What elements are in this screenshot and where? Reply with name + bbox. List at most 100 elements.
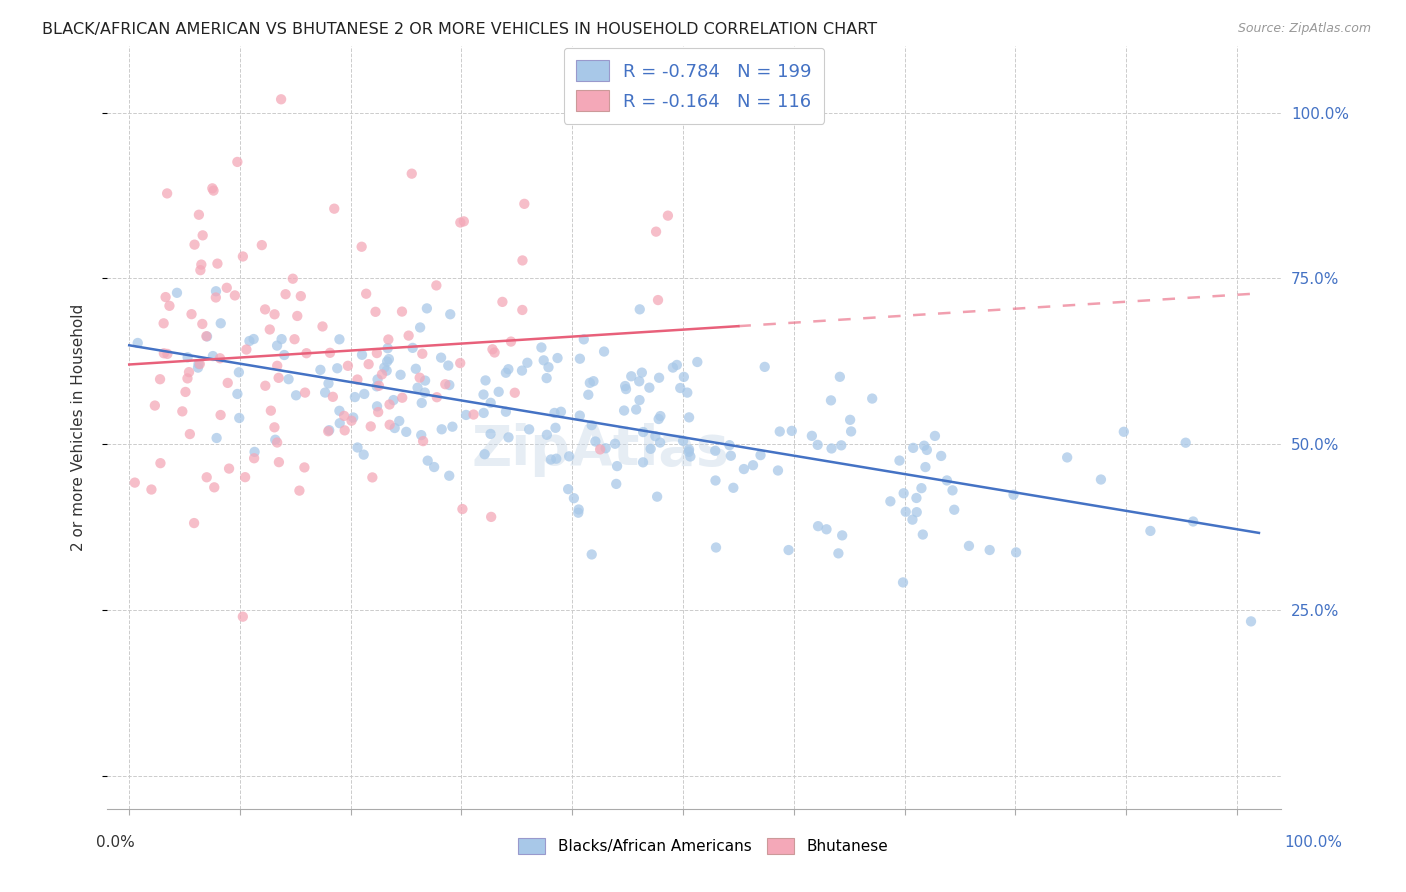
- Point: [453, 214, 475, 228]
- Point: [328, 404, 350, 418]
- Point: [423, 460, 446, 475]
- Point: [579, 376, 602, 390]
- Point: [860, 392, 883, 406]
- Point: [366, 346, 388, 360]
- Point: [378, 352, 401, 367]
- Point: [613, 403, 636, 417]
- Point: [657, 209, 679, 223]
- Point: [562, 491, 585, 506]
- Point: [831, 528, 853, 542]
- Point: [205, 285, 228, 299]
- Point: [391, 304, 413, 318]
- Point: [360, 419, 382, 434]
- Point: [533, 353, 555, 368]
- Point: [678, 445, 700, 459]
- Point: [839, 413, 862, 427]
- Point: [537, 360, 560, 375]
- Point: [495, 405, 517, 419]
- Point: [589, 442, 612, 457]
- Point: [152, 316, 174, 330]
- Point: [329, 416, 352, 430]
- Point: [510, 363, 533, 377]
- Point: [127, 335, 149, 350]
- Point: [294, 460, 316, 475]
- Text: BLACK/AFRICAN AMERICAN VS BHUTANESE 2 OR MORE VEHICLES IN HOUSEHOLD CORRELATION : BLACK/AFRICAN AMERICAN VS BHUTANESE 2 OR…: [42, 22, 877, 37]
- Point: [361, 470, 384, 484]
- Point: [672, 434, 695, 448]
- Point: [536, 427, 558, 442]
- Point: [807, 438, 830, 452]
- Point: [780, 424, 803, 438]
- Point: [398, 328, 420, 343]
- Point: [195, 329, 218, 343]
- Point: [628, 374, 651, 388]
- Point: [686, 355, 709, 369]
- Point: [568, 502, 591, 516]
- Point: [640, 442, 662, 456]
- Point: [901, 513, 924, 527]
- Legend: R = -0.784   N = 199, R = -0.164   N = 116: R = -0.784 N = 199, R = -0.164 N = 116: [564, 47, 824, 124]
- Point: [277, 372, 299, 386]
- Point: [603, 436, 626, 450]
- Point: [905, 505, 928, 519]
- Point: [202, 480, 225, 494]
- Point: [172, 404, 194, 418]
- Point: [242, 332, 264, 346]
- Point: [409, 320, 432, 334]
- Point: [378, 417, 401, 432]
- Point: [439, 378, 461, 392]
- Point: [270, 332, 292, 346]
- Point: [910, 481, 932, 495]
- Legend: Blacks/African Americans, Bhutanese: Blacks/African Americans, Bhutanese: [510, 830, 896, 862]
- Point: [267, 455, 290, 469]
- Point: [232, 250, 254, 264]
- Point: [800, 429, 823, 443]
- Point: [426, 390, 449, 404]
- Point: [405, 361, 427, 376]
- Point: [558, 450, 581, 464]
- Point: [176, 351, 198, 365]
- Point: [156, 347, 179, 361]
- Point: [323, 202, 346, 216]
- Point: [614, 382, 637, 396]
- Point: [205, 290, 228, 304]
- Point: [769, 425, 792, 439]
- Point: [879, 494, 901, 508]
- Point: [226, 155, 249, 169]
- Point: [530, 341, 553, 355]
- Point: [153, 346, 176, 360]
- Point: [411, 347, 433, 361]
- Point: [290, 289, 312, 303]
- Point: [491, 294, 513, 309]
- Point: [412, 434, 434, 449]
- Point: [648, 435, 671, 450]
- Point: [911, 527, 934, 541]
- Point: [166, 285, 188, 300]
- Point: [294, 385, 316, 400]
- Point: [283, 332, 305, 346]
- Point: [1112, 425, 1135, 439]
- Point: [941, 483, 963, 498]
- Point: [704, 443, 727, 458]
- Point: [647, 412, 669, 426]
- Point: [891, 575, 914, 590]
- Point: [191, 228, 214, 243]
- Point: [449, 215, 471, 229]
- Point: [218, 461, 240, 475]
- Point: [631, 455, 654, 469]
- Point: [894, 505, 917, 519]
- Point: [512, 253, 534, 268]
- Point: [254, 378, 277, 392]
- Point: [437, 359, 460, 373]
- Point: [645, 490, 668, 504]
- Point: [411, 428, 433, 442]
- Point: [481, 343, 503, 357]
- Point: [1182, 515, 1205, 529]
- Point: [336, 359, 359, 373]
- Point: [754, 359, 776, 374]
- Point: [449, 356, 471, 370]
- Point: [174, 384, 197, 399]
- Point: [270, 92, 292, 106]
- Point: [263, 307, 285, 321]
- Point: [209, 408, 232, 422]
